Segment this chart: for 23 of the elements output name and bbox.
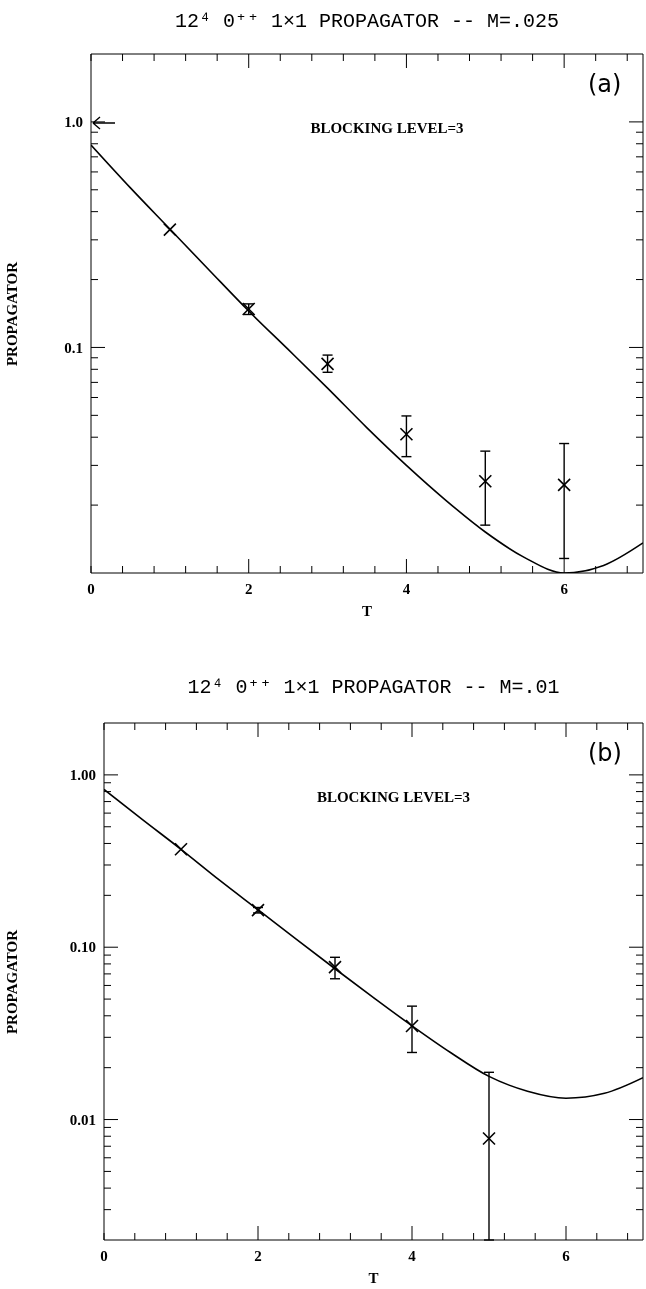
annotation: (b) — [588, 739, 622, 767]
x-tick-label: 6 — [560, 581, 568, 598]
annotation: (a) — [588, 70, 622, 98]
x-axis-title: T — [367, 1270, 380, 1287]
y-axis-title: PROPAGATOR — [3, 261, 21, 366]
x-tick-label: 4 — [408, 1248, 416, 1265]
y-tick-label: 0.01 — [69, 1111, 96, 1128]
x-tick-label: 6 — [562, 1248, 570, 1265]
annotation: BLOCKING LEVEL=3 — [310, 120, 464, 137]
x-axis-title: T — [361, 603, 373, 620]
x-tick-label: 2 — [254, 1248, 262, 1265]
chart-title: 12⁴ 0⁺⁺ 1×1 PROPAGATOR -- M=.01 — [186, 675, 561, 699]
x-tick-label: 0 — [100, 1248, 108, 1265]
y-tick-label: 0.10 — [69, 939, 96, 956]
y-tick-label: 1.0 — [64, 114, 83, 131]
x-tick-label: 2 — [244, 581, 253, 598]
y-axis-title: PROPAGATOR — [3, 929, 21, 1034]
x-tick-label: 4 — [402, 581, 411, 598]
y-tick-label: 1.00 — [69, 767, 96, 784]
x-tick-label: 0 — [87, 581, 95, 598]
y-tick-label: 0.1 — [64, 339, 83, 356]
annotation: BLOCKING LEVEL=3 — [316, 789, 471, 806]
chart-title: 12⁴ 0⁺⁺ 1×1 PROPAGATOR -- M=.025 — [173, 9, 561, 33]
